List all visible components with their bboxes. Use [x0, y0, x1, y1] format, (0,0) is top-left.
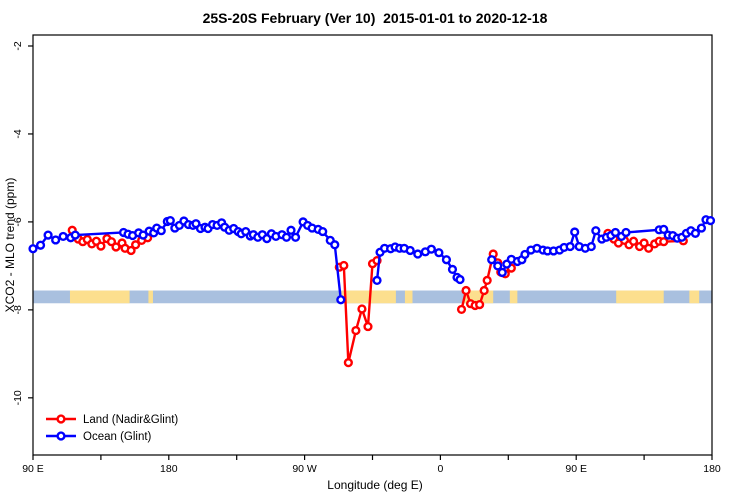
y-tick-label: -6: [12, 217, 24, 226]
data-point-ocean: [621, 227, 631, 238]
data-point-ocean: [565, 241, 575, 252]
map-band-land: [148, 290, 153, 304]
chart-title: 25S-20S February (Ver 10) 2015-01-01 to …: [202, 10, 548, 26]
map-band-land: [341, 290, 396, 304]
data-point-land: [126, 245, 136, 256]
data-point-land: [339, 260, 349, 271]
data-point-land: [351, 325, 361, 336]
data-point-land: [111, 242, 121, 252]
series-land-line: [338, 259, 379, 364]
data-point-land: [96, 241, 106, 251]
y-tick-label: -2: [12, 41, 24, 50]
legend-label: Land (Nadir&Glint): [83, 414, 178, 426]
data-point-ocean: [696, 223, 707, 233]
y-axis-title: XCO2 - MLO trend (ppm): [3, 177, 17, 313]
map-band-land: [616, 290, 664, 304]
map-band-land: [509, 290, 518, 304]
y-tick-label: -10: [12, 390, 24, 405]
series-ocean-line: [490, 218, 712, 274]
y-tick-label: -8: [12, 305, 24, 314]
data-point-ocean: [165, 215, 175, 226]
data-point-ocean: [610, 227, 621, 238]
legend-marker-sample: [56, 414, 66, 424]
data-point-land: [628, 236, 639, 246]
legend-marker-sample: [56, 431, 66, 441]
data-point-ocean: [493, 261, 503, 271]
data-point-land: [357, 304, 367, 314]
data-point-ocean: [586, 241, 596, 252]
data-point-land: [363, 321, 373, 332]
data-point-land: [479, 285, 489, 296]
x-tick-label: 180: [160, 463, 178, 475]
data-point-ocean: [138, 230, 148, 240]
data-point-land: [659, 237, 669, 247]
legend-label: Ocean (Glint): [83, 431, 152, 443]
x-tick-label: 90 W: [292, 463, 317, 475]
x-tick-label: 180: [703, 463, 721, 475]
data-point-ocean: [286, 225, 296, 235]
data-point-land: [475, 299, 485, 310]
data-point-ocean: [455, 274, 465, 285]
data-point-ocean: [336, 295, 346, 305]
x-tick-label: 90 E: [22, 463, 44, 475]
data-point-land: [482, 275, 492, 286]
data-point-ocean: [570, 227, 580, 237]
map-band-land: [69, 290, 130, 304]
map-band-land: [404, 290, 413, 304]
data-point-land: [644, 243, 654, 253]
data-point-ocean: [70, 230, 80, 240]
data-point-ocean: [58, 231, 68, 242]
data-point-ocean: [413, 249, 423, 259]
data-point-land: [456, 304, 467, 315]
data-point-ocean: [281, 232, 292, 242]
data-point-ocean: [487, 255, 497, 265]
map-band-land: [689, 290, 700, 304]
x-tick-label: 0: [437, 463, 443, 475]
data-point-ocean: [318, 226, 328, 237]
data-point-ocean: [447, 264, 458, 275]
data-point-ocean: [372, 275, 382, 286]
data-point-ocean: [28, 244, 38, 254]
data-point-ocean: [405, 245, 415, 256]
data-point-ocean: [659, 224, 669, 234]
data-point-ocean: [520, 249, 530, 260]
data-point-ocean: [441, 255, 452, 265]
data-point-ocean: [434, 248, 444, 258]
data-point-land: [131, 240, 141, 250]
data-point-ocean: [35, 240, 46, 250]
x-axis-title: Longitude (deg E): [327, 478, 423, 492]
data-point-ocean: [43, 230, 53, 240]
data-point-ocean: [426, 244, 436, 254]
data-point-ocean: [330, 240, 340, 250]
data-point-ocean: [290, 232, 301, 242]
x-tick-label: 90 E: [565, 463, 587, 475]
data-point-ocean: [591, 226, 601, 236]
data-point-ocean: [156, 226, 166, 236]
data-point-ocean: [51, 235, 61, 245]
y-tick-label: -4: [12, 129, 24, 138]
data-point-land: [461, 285, 471, 296]
data-point-ocean: [705, 215, 716, 226]
data-point-ocean: [497, 267, 507, 278]
data-point-land: [343, 358, 353, 368]
data-point-ocean: [690, 228, 701, 238]
